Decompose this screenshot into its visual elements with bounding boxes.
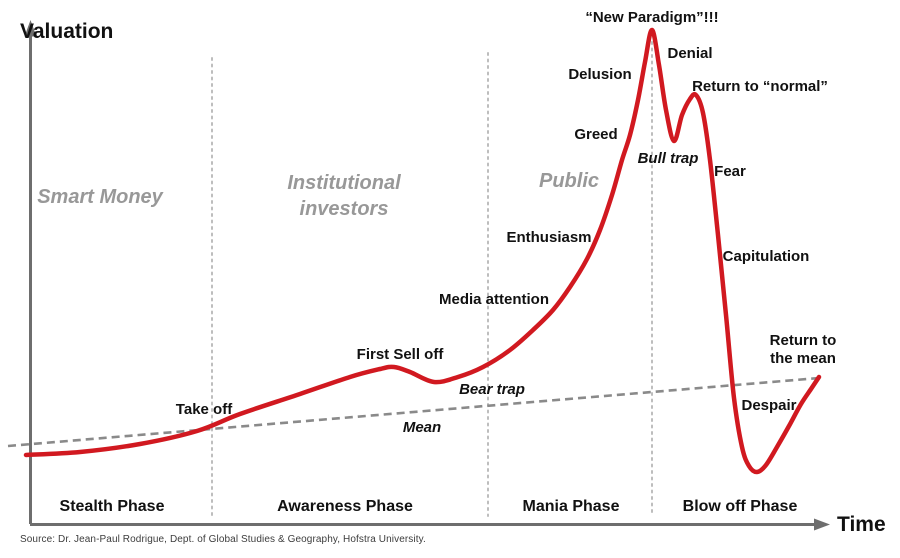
annotation-capitulation: Capitulation <box>722 248 810 265</box>
x-axis-title: Time <box>837 513 886 536</box>
annotation-bear-trap: Bear trap <box>459 381 525 398</box>
annotation-bull-trap: Bull trap <box>637 150 699 167</box>
phase-dividers <box>211 41 653 517</box>
investor-group-label-smart-money: Smart Money <box>37 186 163 208</box>
annotation-greed: Greed <box>574 126 618 143</box>
investor-group-label-institutional-investors: Institutional investors <box>287 172 401 220</box>
annotation-denial: Denial <box>667 45 713 62</box>
annotation-fear: Fear <box>714 163 746 180</box>
bubble-curve <box>23 27 822 475</box>
annotation-media-attention: Media attention <box>438 291 550 308</box>
time-axis-arrow-icon <box>814 518 830 531</box>
annotation-first-sell-off: First Sell off <box>356 346 444 363</box>
annotation-return-to-the-mean: Return to the mean <box>769 332 837 367</box>
mean-line <box>7 376 820 448</box>
annotation-delusion: Delusion <box>568 66 632 83</box>
annotation-take-off: Take off <box>175 401 233 418</box>
annotation-enthusiasm: Enthusiasm <box>506 229 592 246</box>
annotation-despair: Despair <box>741 397 797 414</box>
phase-label-stealth-phase: Stealth Phase <box>59 498 165 515</box>
valuation-axis-arrow-icon <box>24 20 37 37</box>
annotation-return-to-normal: Return to “normal” <box>692 78 828 95</box>
source-credit: Source: Dr. Jean-Paul Rodrigue, Dept. of… <box>20 534 426 545</box>
y-axis-title: Valuation <box>20 20 114 43</box>
annotation-new-paradigm: “New Paradigm”!!! <box>585 9 719 26</box>
phase-label-awareness-phase: Awareness Phase <box>277 498 413 515</box>
investor-group-label-public: Public <box>538 170 600 192</box>
annotation-mean: Mean <box>402 419 442 436</box>
phase-label-mania-phase: Mania Phase <box>522 498 620 515</box>
phase-label-blow-off-phase: Blow off Phase <box>682 498 798 515</box>
